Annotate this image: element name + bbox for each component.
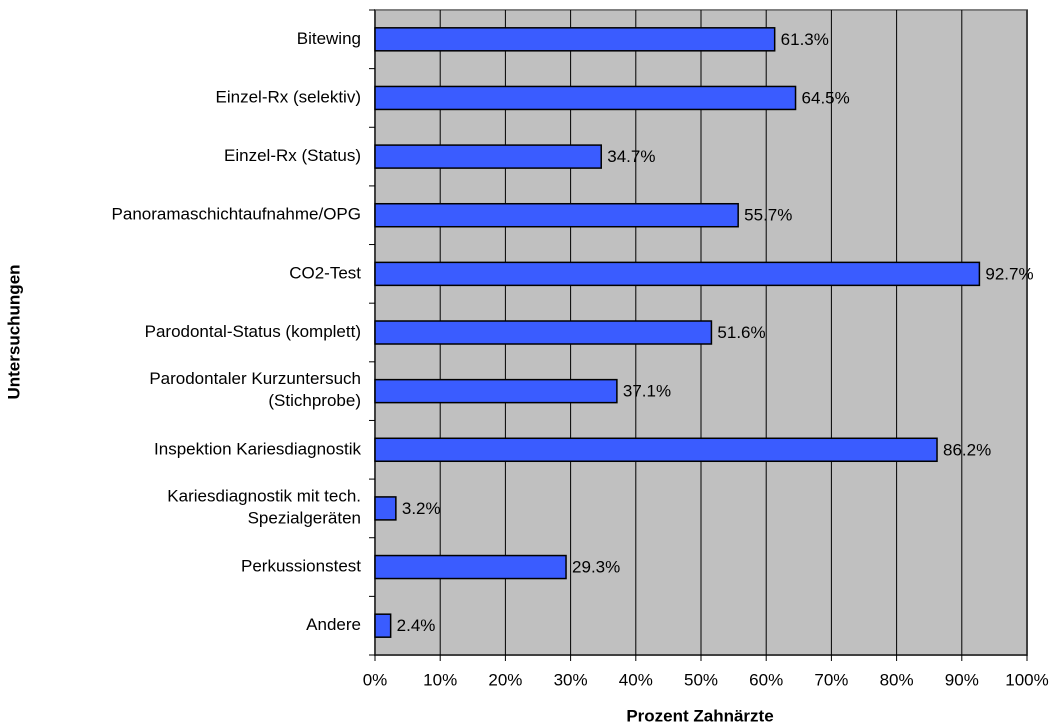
y-tick-label: Einzel-Rx (selektiv): [216, 87, 361, 106]
y-axis-label: Untersuchungen: [4, 264, 23, 399]
y-tick-label: CO2-Test: [289, 263, 361, 282]
data-label: 2.4%: [397, 616, 436, 635]
x-tick-label: 20%: [488, 670, 522, 689]
y-tick-label: Inspektion Kariesdiagnostik: [154, 439, 361, 458]
data-label: 34.7%: [607, 147, 655, 166]
data-label: 29.3%: [572, 558, 620, 577]
x-tick-label: 70%: [814, 670, 848, 689]
bar: [374, 437, 938, 463]
y-tick-label: Perkussionstest: [241, 557, 361, 576]
x-tick-label: 60%: [749, 670, 783, 689]
bar: [374, 554, 567, 580]
data-label: 37.1%: [623, 382, 671, 401]
bar: [374, 320, 713, 345]
x-tick-label: 50%: [684, 670, 718, 689]
y-tick-label: Bitewing: [297, 29, 361, 48]
x-tick-label: 30%: [554, 670, 588, 689]
data-label: 92.7%: [985, 264, 1033, 283]
x-tick-label: 80%: [880, 670, 914, 689]
x-axis-label: Prozent Zahnärzte: [626, 706, 773, 725]
y-tick-label: Kariesdiagnostik mit tech. Spezialgeräten: [167, 487, 361, 528]
bar: [374, 85, 797, 111]
bar: [374, 378, 618, 404]
data-label: 51.6%: [717, 323, 765, 342]
bar: [374, 261, 981, 287]
y-tick-label: Andere: [306, 615, 361, 634]
x-tick-label: 0%: [363, 670, 388, 689]
x-tick-label: 100%: [1005, 670, 1048, 689]
bar: [374, 496, 397, 521]
data-label: 64.5%: [802, 88, 850, 107]
y-tick-label: Parodontal-Status (komplett): [145, 322, 361, 341]
data-label: 55.7%: [744, 206, 792, 225]
y-tick-label: Einzel-Rx (Status): [224, 146, 361, 165]
bar: [374, 27, 776, 52]
x-tick-label: 90%: [945, 670, 979, 689]
data-label: 3.2%: [402, 499, 441, 518]
x-tick-label: 10%: [423, 670, 457, 689]
bar: [374, 144, 602, 169]
y-tick-label: Panoramaschichtaufnahme/OPG: [112, 205, 361, 224]
data-label: 61.3%: [781, 30, 829, 49]
x-tick-label: 40%: [619, 670, 653, 689]
bar: [374, 613, 392, 638]
bar: [374, 202, 739, 228]
data-label: 86.2%: [943, 440, 991, 459]
y-tick-label: Parodontaler Kurzuntersuch (Stichprobe): [149, 370, 361, 411]
